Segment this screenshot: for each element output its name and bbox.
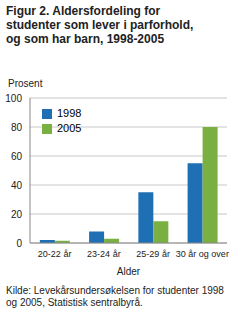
svg-text:Alder: Alder [117,266,141,277]
svg-text:60: 60 [11,151,23,162]
html-text:Figur 2. Aldersfordeling for s: Figur 2. Aldersfordeling for studenter s… [6,4,194,46]
html-text:Prosent: Prosent [8,78,43,89]
svg-text:40: 40 [11,180,23,191]
svg-text:25-29 år: 25-29 år [136,249,170,259]
svg-text:0: 0 [16,238,22,249]
svg-text:100: 100 [8,93,22,104]
svg-text:80: 80 [11,122,23,133]
html-text:1998: 1998 [57,107,82,119]
svg-text:23-24 år: 23-24 år [87,249,121,259]
html-text:2005: 2005 [57,122,82,134]
svg-text:30 år og over: 30 år og over [176,249,229,259]
html-text:Kilde: Levekårsundersøkelsen f: Kilde: Levekårsundersøkelsen for student… [6,285,224,308]
svg-text:20-22 år: 20-22 år [38,249,72,259]
svg-text:20: 20 [11,209,23,220]
